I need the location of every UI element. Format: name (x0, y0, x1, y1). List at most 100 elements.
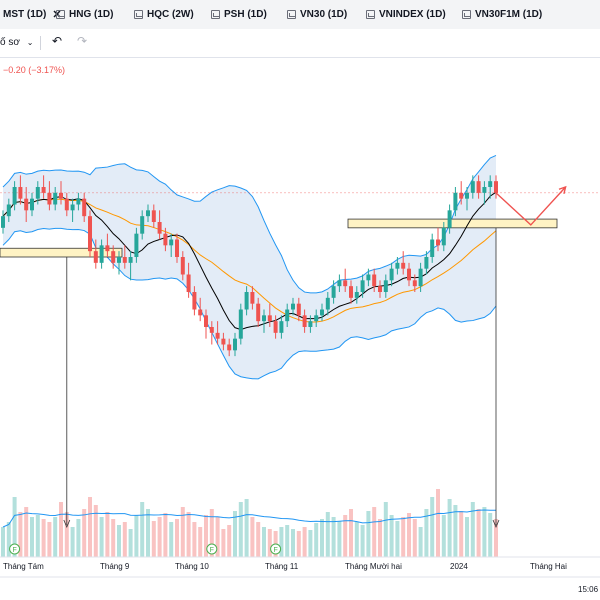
candle-body (117, 257, 121, 263)
chart-icon (211, 10, 220, 19)
volume-bar (412, 519, 417, 557)
tab-vnindex[interactable]: VNINDEX (1D) (366, 6, 446, 23)
candle-body (424, 257, 429, 269)
candle-body (233, 338, 237, 351)
candle-body (262, 315, 266, 322)
volume-bar (53, 517, 58, 557)
volume-bar (105, 512, 110, 557)
volume-bar (59, 502, 63, 557)
candle-body (296, 303, 301, 316)
volume-bar (175, 519, 179, 557)
dividend-marker-0 (9, 543, 21, 555)
volume-bar (18, 512, 23, 557)
candle-body (41, 187, 46, 193)
bollinger-upper-line (2, 155, 497, 294)
candle-body (273, 321, 278, 333)
volume-bar (378, 519, 382, 557)
volume-bar (76, 519, 81, 557)
chart-icon (134, 10, 143, 19)
undo-icon[interactable]: ↶ (52, 34, 63, 48)
price-chart[interactable]: F F F Tháng Tám Tháng 9 Tháng 10 Tháng 11 Tháng… (0, 57, 600, 600)
tab-mst[interactable]: MST (1D) ✕ (3, 6, 62, 23)
volume-bar (267, 529, 272, 557)
candle-body (169, 239, 174, 246)
candle-body (291, 303, 295, 310)
volume-bar (482, 507, 487, 557)
candle-body (378, 286, 382, 292)
tab-psh[interactable]: PSH (1D) (211, 6, 267, 23)
profile-menu[interactable]: ố sơ ⌄ (0, 37, 33, 48)
time-readout: 15:06 (578, 585, 599, 594)
tab-hng-label: HNG (1D) (69, 9, 114, 20)
volume-bar (470, 502, 475, 557)
guide-arrowhead-1 (492, 519, 500, 529)
bollinger-band-fill (3, 155, 496, 379)
volume-bar (128, 529, 133, 557)
dividend-marker-label-1: F (210, 547, 214, 554)
candle-body (53, 192, 58, 205)
candle-body (320, 309, 324, 316)
volume-bar (354, 522, 359, 557)
candle-body (395, 262, 400, 269)
candle-body (482, 187, 487, 193)
chart-icon (56, 10, 65, 19)
volume-bar (99, 517, 104, 557)
x-tick-label: Tháng 10 (175, 562, 209, 571)
tab-vn30f1m[interactable]: VN30F1M (1D) (462, 6, 542, 23)
volume-ma-line (2, 509, 496, 528)
volume-bar (256, 522, 261, 557)
chart-toolbar: ố sơ ⌄ ↶ ↷ (0, 29, 600, 58)
candle-body (151, 210, 156, 222)
candle-body (430, 239, 435, 257)
volume-bar (424, 509, 429, 557)
support-zone-0 (0, 247, 123, 258)
volume-bar (6, 522, 11, 557)
chevron-down-icon: ⌄ (26, 38, 34, 47)
candle-body (331, 286, 336, 298)
candle-body (93, 251, 98, 263)
volume-bar (441, 515, 446, 557)
volume-bar (93, 505, 98, 557)
dividend-marker-1 (206, 543, 218, 555)
profile-label: ố sơ (0, 37, 20, 48)
volume-bar (476, 509, 481, 557)
candle-body (412, 280, 417, 287)
volume-bar (430, 497, 435, 557)
volume-bar (302, 527, 307, 557)
candle-body (418, 268, 423, 287)
tab-hng[interactable]: HNG (1D) (56, 6, 113, 23)
volume-bar (360, 525, 365, 557)
volume-bar (227, 525, 232, 557)
candle-body (122, 257, 127, 263)
candle-body (59, 192, 63, 199)
candle-body (35, 187, 40, 199)
candle-body (470, 181, 475, 193)
tab-mst-label: MST (1D) (3, 9, 47, 20)
volume-bar (244, 499, 249, 557)
volume-bar (308, 530, 313, 557)
candle-body (192, 292, 197, 310)
tab-hqc[interactable]: HQC (2W) (134, 6, 194, 23)
candle-body (401, 262, 406, 269)
volume-bar (221, 529, 226, 557)
volume-bar (349, 509, 353, 557)
candle-body (476, 181, 481, 193)
candle-body (146, 210, 150, 217)
x-tick-label: Tháng 9 (100, 562, 130, 571)
candle-body (30, 198, 34, 211)
volume-bar (204, 515, 208, 557)
volume-bar (24, 507, 29, 557)
volume-bar (488, 513, 493, 557)
candle-body (250, 292, 255, 304)
tab-psh-label: PSH (1D) (224, 9, 267, 20)
candle-body (12, 187, 17, 205)
candle-body (6, 204, 11, 217)
redo-icon[interactable]: ↷ (77, 34, 88, 48)
candle-body (349, 286, 353, 298)
tab-vn30[interactable]: VN30 (1D) (287, 6, 347, 23)
volume-bar (325, 512, 330, 557)
x-tick-label: 2024 (450, 562, 468, 571)
volume-bar (285, 525, 290, 557)
volume-bar (436, 489, 440, 557)
volume-bar (198, 527, 203, 557)
